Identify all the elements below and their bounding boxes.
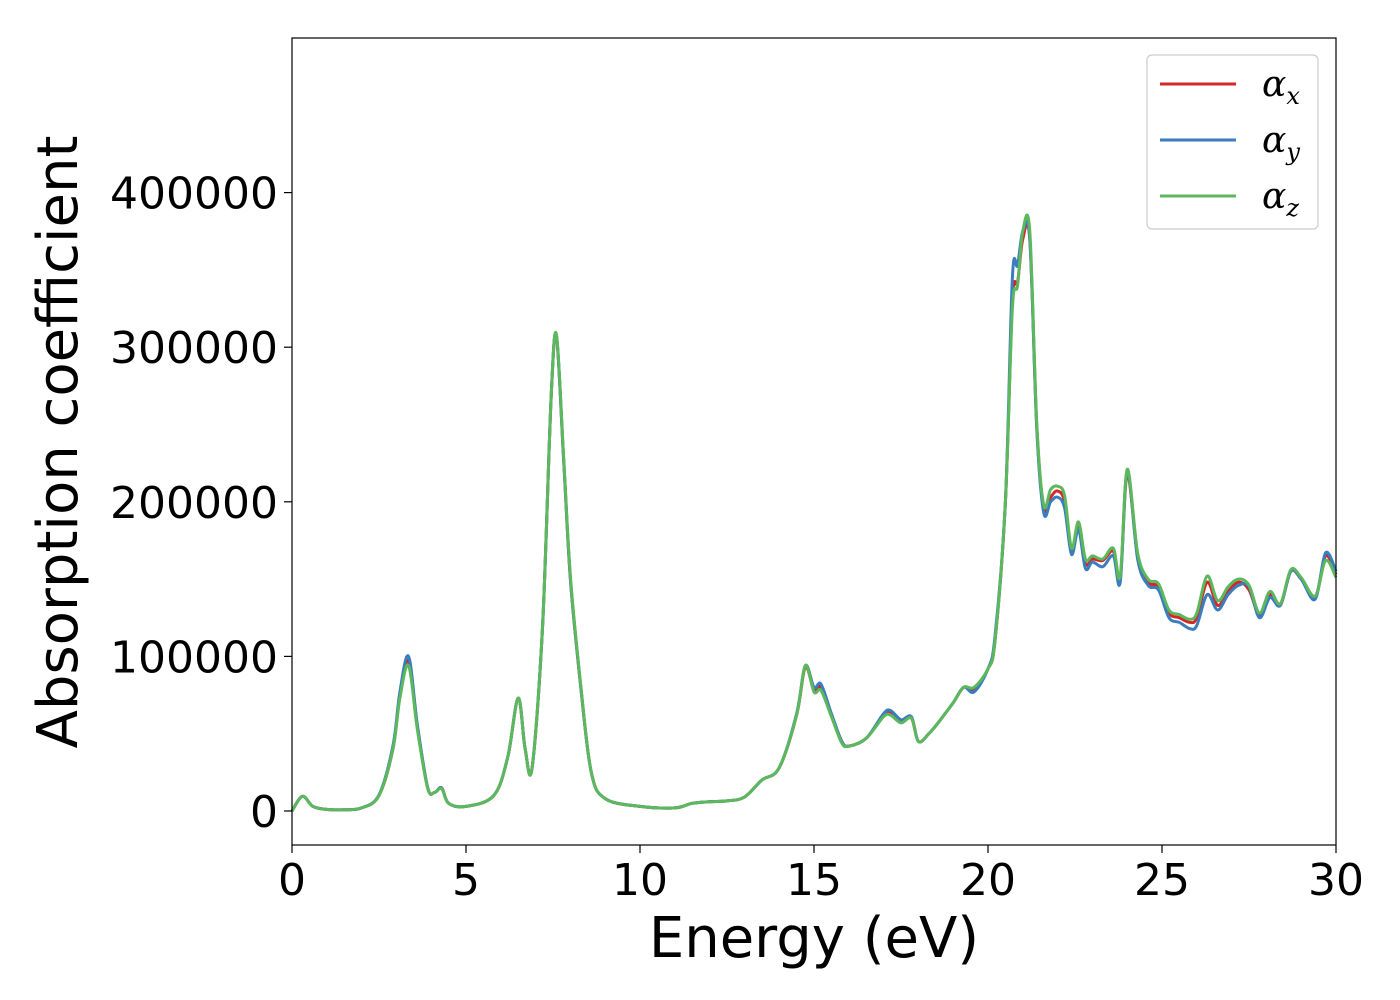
legend-entry-alpha-x: αx	[1160, 64, 1300, 110]
x-tick-label: 25	[1134, 855, 1190, 906]
x-axis-ticks: 0 5 10 15 20 25 30	[278, 845, 1364, 906]
legend: αx αy αz	[1146, 54, 1319, 230]
y-axis-ticks: 0 100000 200000 300000 400000	[110, 169, 292, 838]
x-tick-label: 5	[452, 855, 480, 906]
y-tick-label: 300000	[110, 323, 278, 374]
legend-entry-alpha-y: αy	[1160, 120, 1300, 166]
y-tick-label: 400000	[110, 169, 278, 220]
y-tick-label: 100000	[110, 632, 278, 683]
legend-entry-alpha-z: αz	[1160, 176, 1299, 222]
y-tick-label: 0	[250, 787, 278, 838]
y-tick-label: 200000	[110, 478, 278, 529]
x-axis-label: Energy (eV)	[649, 906, 979, 971]
x-tick-label: 30	[1308, 855, 1364, 906]
plot-lines	[290, 213, 1338, 812]
x-tick-label: 10	[612, 855, 668, 906]
series-line-alpha-z	[290, 213, 1338, 812]
legend-box	[1146, 54, 1319, 230]
legend-label: αx	[1262, 64, 1300, 110]
x-tick-label: 20	[960, 855, 1016, 906]
x-tick-label: 15	[786, 855, 842, 906]
legend-label: αy	[1262, 120, 1300, 166]
legend-label: αz	[1262, 176, 1299, 222]
y-axis-label: Absorption coefficient	[26, 136, 91, 749]
x-tick-label: 0	[278, 855, 306, 906]
